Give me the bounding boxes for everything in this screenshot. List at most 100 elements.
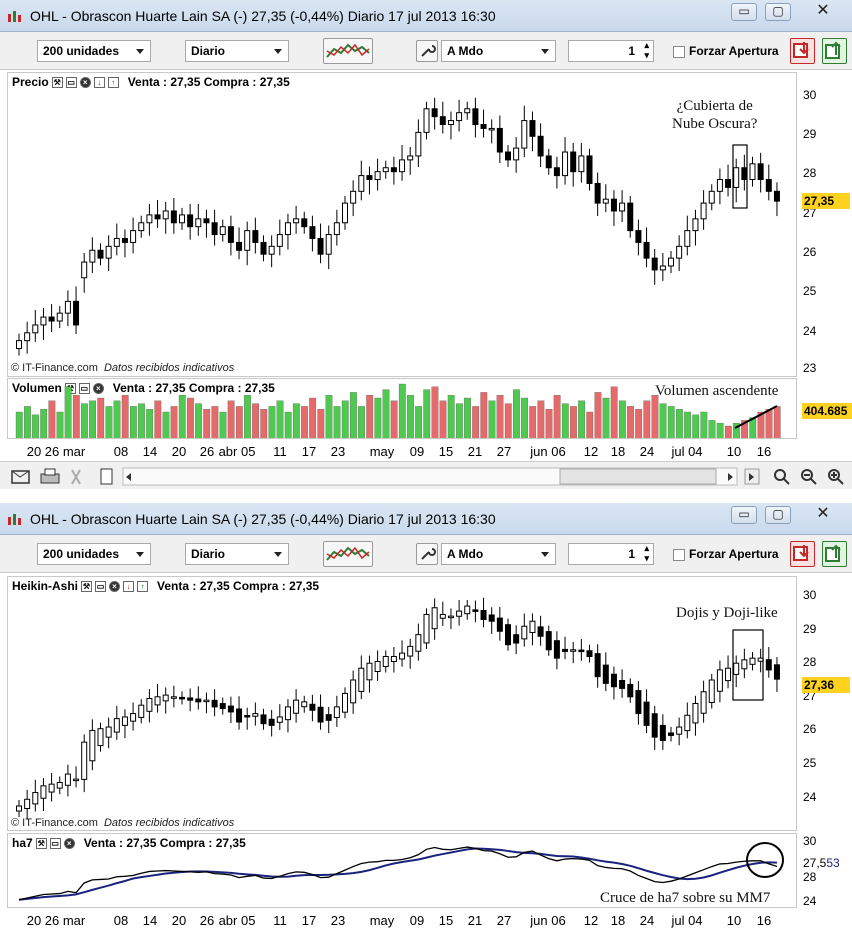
- heikin-ashi-panel[interactable]: Heikin-Ashi ⚒ ▭ × ↓ ↑ Venta : 27,35 Comp…: [7, 576, 797, 831]
- zoom-in-icon[interactable]: [828, 469, 844, 485]
- chart-type-button[interactable]: [323, 541, 373, 567]
- candle-body: [358, 175, 365, 192]
- force-open-checkbox[interactable]: [673, 549, 685, 561]
- candle-body: [130, 230, 137, 243]
- period-select[interactable]: Diario: [185, 40, 289, 62]
- candle-body: [219, 703, 226, 710]
- date-tick: 20: [26, 444, 42, 459]
- volume-bar: [553, 395, 561, 438]
- chevron-down-icon: [541, 552, 549, 557]
- close-icon[interactable]: ×: [63, 837, 75, 849]
- candle-body: [40, 785, 47, 799]
- force-open-label: Forzar Apertura: [689, 44, 779, 58]
- force-open-checkbox[interactable]: [673, 46, 685, 58]
- candle-body: [138, 222, 145, 232]
- candle-body: [260, 241, 267, 255]
- close-icon[interactable]: ×: [79, 76, 91, 88]
- order-type-select[interactable]: A Mdo: [441, 543, 556, 565]
- buy-button[interactable]: [822, 38, 847, 64]
- candle-body: [553, 167, 560, 177]
- candle-body: [179, 696, 185, 700]
- quantity-stepper[interactable]: 1 ▴ ▾: [568, 543, 654, 565]
- stepper-arrows-icon[interactable]: ▴ ▾: [644, 543, 649, 563]
- credit: © IT-Finance.com Datos recibidos indicati…: [11, 817, 234, 829]
- move-up-icon[interactable]: ↑: [137, 580, 149, 592]
- close-button[interactable]: ✕: [816, 505, 830, 522]
- volume-bar: [415, 406, 423, 438]
- mail-icon[interactable]: [11, 470, 30, 484]
- zoom-fit-icon[interactable]: [774, 469, 790, 485]
- price-panel[interactable]: Precio ⚒ ▭ × ↓ ↑ Venta : 27,35 Compra : …: [7, 72, 797, 377]
- scroll-right-icon[interactable]: [728, 473, 733, 481]
- close-icon[interactable]: ×: [92, 382, 104, 394]
- candle-body: [668, 257, 674, 267]
- zoom-out-icon[interactable]: [801, 469, 817, 485]
- candle-body: [456, 610, 463, 617]
- buy-button[interactable]: [822, 541, 847, 567]
- wrench-icon[interactable]: ⚒: [51, 76, 63, 88]
- wrench-button[interactable]: [416, 543, 438, 565]
- wrench-icon[interactable]: ⚒: [81, 580, 93, 592]
- window-icon[interactable]: ▭: [78, 382, 90, 394]
- window-icon[interactable]: ▭: [65, 76, 77, 88]
- tick-label: 27: [803, 206, 817, 220]
- tick-label: 28: [803, 655, 817, 669]
- close-icon[interactable]: ×: [109, 580, 121, 592]
- sell-button[interactable]: [790, 38, 815, 64]
- wrench-icon[interactable]: ⚒: [35, 837, 47, 849]
- window-icon[interactable]: ▭: [95, 580, 107, 592]
- volume-bar: [129, 406, 137, 438]
- units-select[interactable]: 200 unidades: [37, 40, 151, 62]
- candle-body: [659, 724, 666, 741]
- candle-body: [619, 202, 626, 212]
- candle-body: [195, 698, 202, 703]
- move-down-icon[interactable]: ↓: [93, 76, 105, 88]
- volume-bar: [700, 411, 708, 438]
- period-select[interactable]: Diario: [185, 543, 289, 565]
- move-up-icon[interactable]: ↑: [107, 76, 119, 88]
- maximize-button[interactable]: ▢: [765, 506, 791, 524]
- calculator-icon[interactable]: [100, 468, 113, 485]
- minimize-button[interactable]: ▭: [731, 506, 757, 524]
- date-tick: 12: [583, 913, 599, 928]
- volume-annotation: Volumen ascendente: [655, 383, 779, 399]
- app-chart-icon: [8, 514, 21, 525]
- minimize-button[interactable]: ▭: [731, 3, 757, 21]
- candle-body: [252, 230, 259, 243]
- highlight-box: [732, 629, 764, 701]
- quantity-stepper[interactable]: 1 ▴ ▾: [568, 40, 654, 62]
- scroll-end-icon[interactable]: [744, 468, 760, 485]
- date-tick: abr 05: [218, 913, 256, 928]
- tools-icon[interactable]: [71, 469, 81, 485]
- close-button[interactable]: ✕: [816, 2, 830, 19]
- maximize-button[interactable]: ▢: [765, 3, 791, 21]
- tick-label: 30: [803, 588, 817, 602]
- volume-panel[interactable]: Volumen ⚒ ▭ × Venta : 27,35 Compra : 27,…: [7, 378, 797, 439]
- volume-bar: [398, 383, 406, 438]
- wrench-button[interactable]: [416, 40, 438, 62]
- volume-bar: [676, 409, 683, 438]
- scroll-thumb[interactable]: [559, 468, 717, 485]
- candle-body: [374, 171, 381, 181]
- order-type-select[interactable]: A Mdo: [441, 40, 556, 62]
- quantity-value: 1: [628, 44, 635, 58]
- candle-body: [439, 613, 446, 619]
- stepper-arrows-icon[interactable]: ▴ ▾: [644, 40, 649, 60]
- window-icon[interactable]: ▭: [49, 837, 61, 849]
- candle-body: [382, 167, 389, 173]
- units-select[interactable]: 200 unidades: [37, 543, 151, 565]
- scroll-left-icon[interactable]: [126, 473, 131, 481]
- panel-title: Volumen: [12, 381, 62, 395]
- chevron-down-icon: [136, 49, 144, 54]
- candle-body: [431, 108, 438, 118]
- move-down-icon[interactable]: ↓: [123, 580, 135, 592]
- ha7-axis: 30 28 24 27,553: [798, 833, 852, 908]
- print-icon[interactable]: [40, 468, 60, 484]
- volume-bar: [219, 411, 227, 438]
- force-open-label: Forzar Apertura: [689, 547, 779, 561]
- candle-body: [456, 112, 463, 122]
- ha7-panel[interactable]: ha7 ⚒ ▭ × Venta : 27,35 Compra : 27,35 C…: [7, 833, 797, 908]
- sell-button[interactable]: [790, 541, 815, 567]
- chart-type-button[interactable]: [323, 38, 373, 64]
- date-tick: 15: [438, 913, 454, 928]
